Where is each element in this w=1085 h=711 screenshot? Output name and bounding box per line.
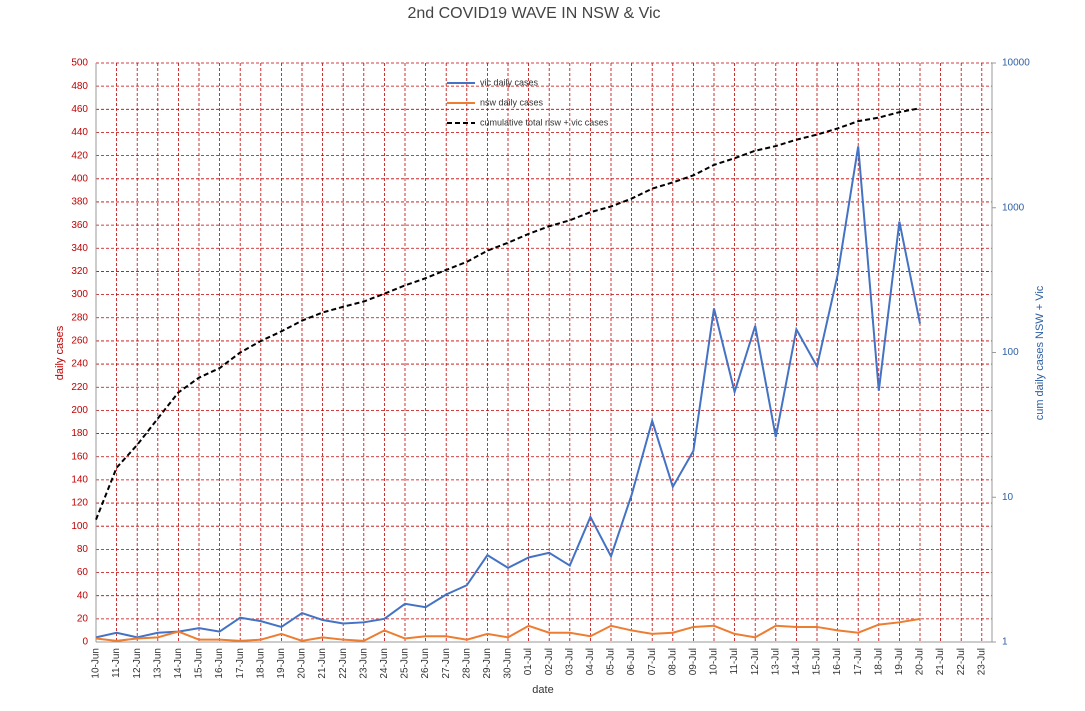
x-tick-label: 10-Jun <box>91 648 102 679</box>
legend-label: cumulative total nsw + vic cases <box>480 117 609 127</box>
x-tick-label: 12-Jun <box>132 648 143 679</box>
x-tick-label: 17-Jul <box>853 648 864 675</box>
x-tick-label: 23-Jun <box>358 648 369 679</box>
y-tick-label: 380 <box>71 197 88 208</box>
y2-tick-label: 10000 <box>1002 58 1030 69</box>
y-tick-label: 360 <box>71 220 88 231</box>
y-tick-label: 20 <box>77 613 89 624</box>
x-tick-label: 08-Jul <box>667 648 678 675</box>
y-axis-label: daily cases <box>54 325 66 380</box>
x-tick-label: 14-Jun <box>173 648 184 679</box>
x-tick-label: 07-Jul <box>647 648 658 675</box>
x-tick-label: 21-Jun <box>317 648 328 679</box>
y-tick-label: 180 <box>71 428 88 439</box>
x-tick-label: 15-Jun <box>194 648 205 679</box>
x-tick-label: 10-Jul <box>709 648 720 675</box>
y2-axis-label: cum daily cases NSW + Vic <box>1034 285 1046 420</box>
y2-tick-label: 10 <box>1002 492 1014 503</box>
x-tick-label: 18-Jun <box>255 648 266 679</box>
x-tick-label: 29-Jun <box>482 648 493 679</box>
y2-tick-label: 100 <box>1002 347 1019 358</box>
y-tick-label: 120 <box>71 498 88 509</box>
y-tick-label: 340 <box>71 243 88 254</box>
y-tick-label: 440 <box>71 127 88 138</box>
y-tick-label: 300 <box>71 289 88 300</box>
y-tick-label: 280 <box>71 312 88 323</box>
y-tick-label: 500 <box>71 58 88 69</box>
x-tick-label: 17-Jun <box>235 648 246 679</box>
x-tick-label: 09-Jul <box>688 648 699 675</box>
y2-tick-label: 1000 <box>1002 202 1025 213</box>
x-tick-label: 27-Jun <box>441 648 452 679</box>
x-tick-label: 15-Jul <box>812 648 823 675</box>
x-tick-label: 16-Jul <box>832 648 843 675</box>
x-tick-label: 01-Jul <box>523 648 534 675</box>
x-tick-label: 13-Jul <box>770 648 781 675</box>
y-tick-label: 80 <box>77 544 89 555</box>
y-tick-label: 0 <box>82 637 88 648</box>
x-tick-label: 20-Jun <box>297 648 308 679</box>
series-line <box>95 107 921 521</box>
y2-tick-label: 1 <box>1002 637 1008 648</box>
y-tick-label: 420 <box>71 150 88 161</box>
x-tick-label: 02-Jul <box>544 648 555 675</box>
x-tick-label: 11-Jun <box>111 648 122 678</box>
y-tick-label: 480 <box>71 81 88 92</box>
y-tick-label: 140 <box>71 475 88 486</box>
x-tick-label: 18-Jul <box>873 648 884 675</box>
x-tick-label: 03-Jul <box>564 648 575 675</box>
x-tick-label: 24-Jun <box>379 648 390 679</box>
x-axis-label: date <box>532 684 553 696</box>
y-tick-label: 160 <box>71 451 88 462</box>
legend-label: vic daily cases <box>480 77 539 87</box>
x-tick-label: 05-Jul <box>606 648 617 675</box>
x-tick-label: 21-Jul <box>935 648 946 675</box>
y-tick-label: 100 <box>71 521 88 532</box>
x-tick-label: 20-Jul <box>915 648 926 675</box>
x-tick-label: 06-Jul <box>626 648 637 675</box>
y-tick-label: 260 <box>71 336 88 347</box>
chart-title: 2nd COVID19 WAVE IN NSW & Vic <box>407 5 660 22</box>
y-tick-label: 400 <box>71 173 88 184</box>
y-tick-label: 60 <box>77 567 89 578</box>
x-tick-label: 12-Jul <box>750 648 761 675</box>
x-tick-label: 22-Jun <box>338 648 349 679</box>
x-tick-label: 16-Jun <box>214 648 225 679</box>
x-tick-label: 30-Jun <box>503 648 514 679</box>
y-tick-label: 40 <box>77 590 89 601</box>
y-tick-label: 460 <box>71 104 88 115</box>
legend-label: nsw daily cases <box>480 97 544 107</box>
x-tick-label: 19-Jun <box>276 648 287 679</box>
x-tick-label: 23-Jul <box>976 648 987 675</box>
y-tick-label: 320 <box>71 266 88 277</box>
y-tick-label: 240 <box>71 359 88 370</box>
x-tick-label: 19-Jul <box>894 648 905 675</box>
x-tick-label: 28-Jun <box>461 648 472 679</box>
y-tick-label: 200 <box>71 405 88 416</box>
x-tick-label: 14-Jul <box>791 648 802 675</box>
x-tick-label: 25-Jun <box>400 648 411 679</box>
series-line <box>95 146 921 639</box>
x-tick-label: 13-Jun <box>152 648 163 679</box>
series-line <box>95 617 921 642</box>
x-tick-label: 26-Jun <box>420 648 431 679</box>
x-tick-label: 22-Jul <box>956 648 967 675</box>
x-tick-label: 04-Jul <box>585 648 596 675</box>
y-tick-label: 220 <box>71 382 88 393</box>
x-tick-label: 11-Jul <box>729 648 740 675</box>
